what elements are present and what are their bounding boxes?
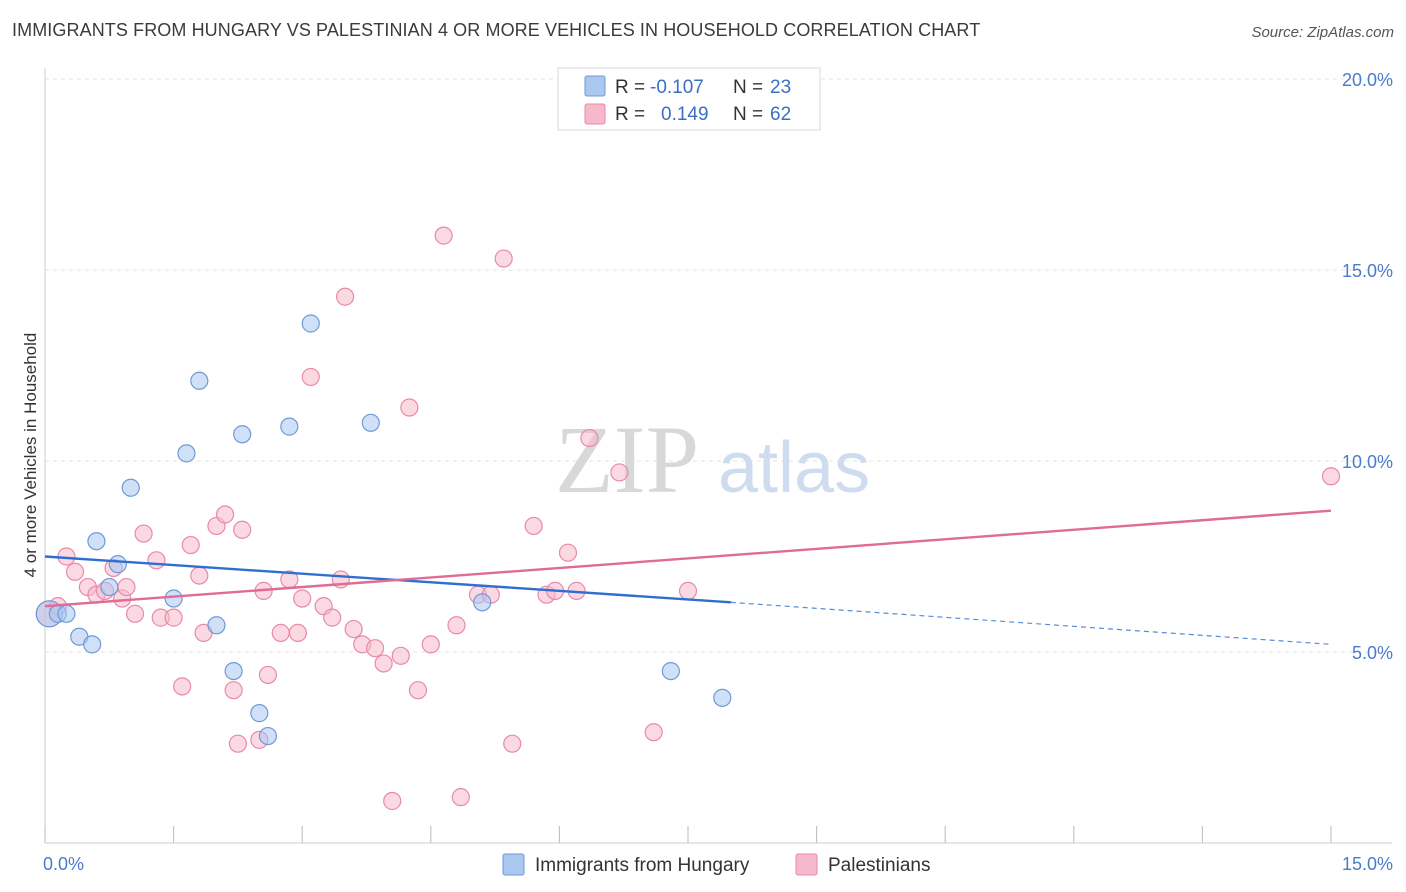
palestinian-point-30 <box>293 589 312 608</box>
y-tick-label-0: 5.0% <box>1352 643 1393 663</box>
palestinian-point-39 <box>374 654 393 673</box>
x-tick-label-0: 0.0% <box>43 854 84 874</box>
palestinian-point-36 <box>344 619 363 639</box>
legend-r-label-palestinian: R = <box>615 104 645 125</box>
palestinian-point-57 <box>580 428 599 448</box>
palestinian-point-47 <box>451 788 470 807</box>
palestinian-point-17 <box>190 566 209 585</box>
y-tick-label-3: 20.0% <box>1342 70 1393 90</box>
tick-labels: 5.0% 10.0% 15.0% 20.0% 0.0% 15.0% <box>43 70 1393 874</box>
hungary-point-12 <box>207 616 226 635</box>
palestinian-point-10 <box>125 604 145 623</box>
hungary-point-17 <box>280 417 299 436</box>
x-tick-label-1: 15.0% <box>1342 854 1393 874</box>
palestinian-point-31 <box>301 367 320 387</box>
legend-n-label-hungary: N = <box>733 77 763 98</box>
palestinian-point-61 <box>1321 467 1341 486</box>
palestinian-point-55 <box>558 543 578 562</box>
legend-r-value-palestinian: 0.149 <box>661 104 709 125</box>
palestinian-point-27 <box>271 623 290 643</box>
legend-r-label-hungary: R = <box>615 77 645 98</box>
palestinian-points <box>35 226 1341 811</box>
palestinian-point-45 <box>434 226 453 245</box>
hungary-point-8 <box>121 478 140 497</box>
hungary-point-21 <box>661 661 680 681</box>
legend-r-value-hungary: -0.107 <box>650 77 704 98</box>
legend-bottom-label-palestinian: Palestinians <box>828 855 930 876</box>
palestinian-point-15 <box>173 677 192 696</box>
palestinian-point-50 <box>494 249 513 268</box>
source-credit: Source: ZipAtlas.com <box>1251 24 1394 41</box>
hungary-points <box>35 314 732 746</box>
palestinian-point-26 <box>258 665 278 685</box>
watermark-atlas: atlas <box>718 428 870 508</box>
palestinian-point-21 <box>224 681 243 700</box>
hungary-trend-extension <box>730 601 1332 645</box>
hungary-point-10 <box>177 444 196 463</box>
palestinian-point-43 <box>408 681 428 700</box>
legend-swatch-palestinian <box>584 103 606 125</box>
hungary-point-19 <box>361 413 380 432</box>
y-axis-title: 4 or more Vehicles in Household <box>21 333 40 578</box>
legend-bottom-swatch-palestinian <box>795 853 818 876</box>
hungary-point-14 <box>233 425 252 444</box>
hungary-point-22 <box>713 688 732 707</box>
palestinian-point-38 <box>365 639 385 658</box>
legend-n-value-palestinian: 62 <box>770 104 791 125</box>
palestinian-point-22 <box>228 734 247 753</box>
palestinian-point-59 <box>644 723 663 742</box>
hungary-point-20 <box>473 593 492 612</box>
palestinian-point-60 <box>678 581 698 600</box>
palestinian-point-23 <box>233 520 252 539</box>
hungary-point-7 <box>108 555 127 574</box>
chart-title: IMMIGRANTS FROM HUNGARY VS PALESTINIAN 4… <box>12 20 981 40</box>
palestinian-point-46 <box>447 616 466 635</box>
palestinian-point-51 <box>503 734 522 753</box>
watermark: ZIP atlas <box>555 406 870 513</box>
hungary-point-6 <box>100 577 119 597</box>
legend-bottom: Immigrants from Hungary Palestinians <box>502 853 930 876</box>
palestinian-point-9 <box>117 577 136 597</box>
hungary-point-11 <box>190 371 209 390</box>
hungary-point-5 <box>87 532 106 551</box>
palestinian-point-35 <box>335 287 355 306</box>
palestinian-point-40 <box>383 791 402 811</box>
palestinian-point-3 <box>65 562 85 581</box>
trend-lines <box>44 509 1332 645</box>
palestinian-point-20 <box>215 505 235 524</box>
palestinian-point-11 <box>134 524 153 543</box>
palestinian-point-16 <box>181 535 200 555</box>
watermark-zip: ZIP <box>555 406 699 513</box>
axes <box>44 68 1392 844</box>
y-tick-label-1: 10.0% <box>1342 452 1393 472</box>
palestinian-point-42 <box>400 398 419 417</box>
legend-top: R = -0.107 N = 23 R = 0.149 N = 62 <box>557 67 821 131</box>
legend-bottom-swatch-hungary <box>502 853 525 876</box>
legend-swatch-hungary <box>584 75 606 97</box>
legend-n-value-hungary: 23 <box>770 77 791 98</box>
palestinian-point-14 <box>164 608 183 627</box>
legend-n-label-palestinian: N = <box>733 104 763 125</box>
palestinian-point-12 <box>147 551 166 570</box>
palestinian-point-33 <box>323 608 342 627</box>
palestinian-trend-line <box>44 509 1332 608</box>
hungary-point-4 <box>83 635 102 654</box>
palestinian-point-58 <box>610 463 629 482</box>
palestinian-point-29 <box>288 623 308 643</box>
legend-bottom-label-hungary: Immigrants from Hungary <box>535 855 750 876</box>
hungary-point-18 <box>301 314 320 333</box>
hungary-point-2 <box>57 604 76 623</box>
hungary-trend-line <box>44 555 731 604</box>
y-tick-label-2: 15.0% <box>1342 261 1393 281</box>
hungary-point-16 <box>258 726 278 746</box>
grid-lines <box>45 78 1392 653</box>
palestinian-point-41 <box>391 646 410 665</box>
palestinian-point-44 <box>421 635 440 654</box>
palestinian-point-52 <box>524 516 543 536</box>
hungary-point-13 <box>224 661 243 681</box>
hungary-point-9 <box>164 589 183 608</box>
hungary-point-15 <box>250 704 269 723</box>
